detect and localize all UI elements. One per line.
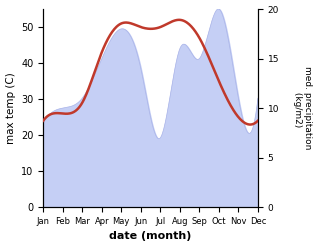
Y-axis label: med. precipitation
 (kg/m2): med. precipitation (kg/m2) — [293, 66, 313, 150]
X-axis label: date (month): date (month) — [109, 231, 192, 242]
Y-axis label: max temp (C): max temp (C) — [5, 72, 16, 144]
